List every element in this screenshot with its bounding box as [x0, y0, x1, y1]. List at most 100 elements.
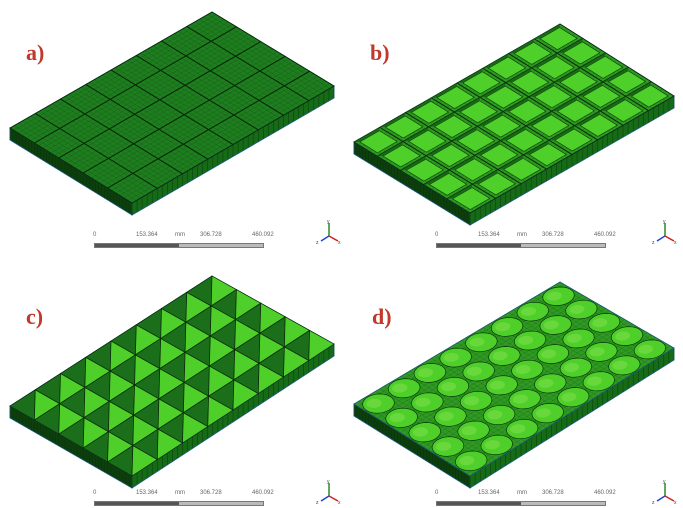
triad-x: x [338, 240, 341, 246]
mesh-cell [531, 403, 564, 424]
axis-triad-a: y z x [316, 220, 341, 246]
panel-label-b: b) [370, 40, 390, 65]
scale-tick-1: 153.364 [478, 232, 500, 238]
mesh-cell [608, 355, 641, 376]
mesh-cell [457, 420, 490, 441]
mesh-cell [439, 347, 472, 368]
panel-a: a) 0 153.364 mm 306.728 460.092 y z x [0, 0, 341, 254]
scale-bar-graphic [94, 243, 264, 248]
mesh-cell [283, 329, 335, 362]
scale-tick-2: 306.728 [542, 490, 564, 496]
mesh-cell [536, 344, 570, 364]
mesh-cell [408, 422, 442, 443]
scale-bar-graphic [436, 243, 606, 248]
mesh-cell [490, 317, 524, 337]
triad-y: y [327, 220, 330, 225]
mesh-cell [624, 81, 675, 112]
scale-bar-graphic [436, 501, 606, 506]
mesh-cell [504, 67, 556, 98]
mesh-cell [84, 370, 136, 402]
scale-tick-3: 460.092 [594, 232, 616, 238]
mesh-cell [542, 286, 575, 306]
triad-z: z [316, 240, 319, 246]
mesh-cell [557, 387, 590, 408]
mesh-cell [585, 342, 618, 362]
scale-tick-2: 306.728 [200, 490, 222, 496]
scale-tick-1: 153.364 [478, 490, 500, 496]
mesh-cell [582, 371, 615, 392]
mesh-cell [209, 318, 261, 351]
scale-tick-0: 0 [435, 490, 439, 496]
mesh-plate-c [9, 275, 335, 489]
triad-x: x [674, 500, 677, 506]
mesh-cell [436, 376, 470, 397]
mesh-cell [480, 434, 513, 456]
triad-y: y [663, 220, 666, 225]
scale-unit: mm [517, 232, 527, 238]
triad-x: x [338, 500, 341, 506]
mesh-cell [462, 361, 495, 382]
mesh-cell [454, 450, 488, 472]
scale-bar-d: 0 153.364 mm 306.728 460.092 [435, 490, 616, 508]
mesh-cell [482, 404, 516, 426]
scale-tick-0: 0 [93, 490, 97, 496]
scale-tick-3: 460.092 [252, 232, 274, 238]
mesh-cell [459, 390, 493, 411]
axis-triad-d: y z x [652, 480, 677, 506]
mesh-cell [513, 330, 547, 351]
scale-tick-3: 460.092 [594, 490, 616, 496]
mesh-cell [208, 348, 260, 381]
mesh-cell [109, 354, 161, 386]
mesh-cell [411, 392, 444, 413]
mesh-cell [258, 346, 310, 378]
scale-tick-1: 153.364 [136, 490, 158, 496]
scale-tick-1: 153.364 [136, 232, 158, 238]
panel-label-d: d) [372, 304, 392, 329]
mesh-cell [186, 275, 238, 307]
mesh-cell [385, 407, 418, 428]
axis-triad-b: y z x [652, 220, 677, 246]
mesh-plate-a [9, 11, 335, 216]
mesh-cell [565, 299, 598, 320]
mesh-plate-d [353, 281, 675, 489]
scale-tick-0: 0 [435, 232, 439, 238]
panel-label-a: a) [26, 40, 45, 65]
mesh-cell [562, 328, 595, 349]
mesh-cell [534, 373, 567, 394]
panel-label-c: c) [26, 304, 44, 329]
panel-c: c) 0 153.364 mm 306.728 460.092 y z x [0, 254, 341, 508]
scale-bar-a: 0 153.364 mm 306.728 460.092 [93, 232, 274, 250]
mesh-cell [602, 66, 652, 97]
scale-unit: mm [175, 232, 185, 238]
triad-z: z [652, 500, 655, 506]
mesh-cell [485, 375, 518, 396]
mesh-cell [362, 393, 395, 414]
mesh-cell [157, 412, 209, 444]
mesh-cell [234, 302, 286, 334]
triad-y: y [327, 480, 330, 485]
mesh-cell [633, 339, 666, 360]
scale-bar-b: 0 153.364 mm 306.728 460.092 [435, 232, 616, 250]
panel-d: d) 0 153.364 mm 306.728 460.092 y z x [342, 254, 683, 508]
mesh-cell [376, 141, 427, 171]
scale-unit: mm [175, 490, 185, 496]
mesh-cell [539, 315, 572, 335]
mesh-cell [106, 444, 158, 477]
axis-triad-c: y z x [316, 480, 341, 506]
triad-y: y [663, 480, 666, 485]
mesh-plate-b [353, 23, 675, 226]
triad-z: z [316, 500, 319, 506]
scale-unit: mm [517, 490, 527, 496]
scale-tick-3: 460.092 [252, 490, 274, 496]
mesh-cell [431, 436, 465, 457]
mesh-cell [434, 406, 467, 427]
scale-bar-c: 0 153.364 mm 306.728 460.092 [93, 490, 274, 508]
scale-bar-graphic [94, 501, 264, 506]
panel-b: b) 0 153.364 mm 306.728 460.092 y z x [342, 0, 683, 254]
mesh-cell [516, 301, 549, 322]
mesh-cell [488, 346, 521, 366]
scale-tick-2: 306.728 [200, 232, 222, 238]
mesh-cell [508, 389, 541, 410]
mesh-cell [588, 313, 621, 333]
mesh-cell [465, 332, 498, 353]
